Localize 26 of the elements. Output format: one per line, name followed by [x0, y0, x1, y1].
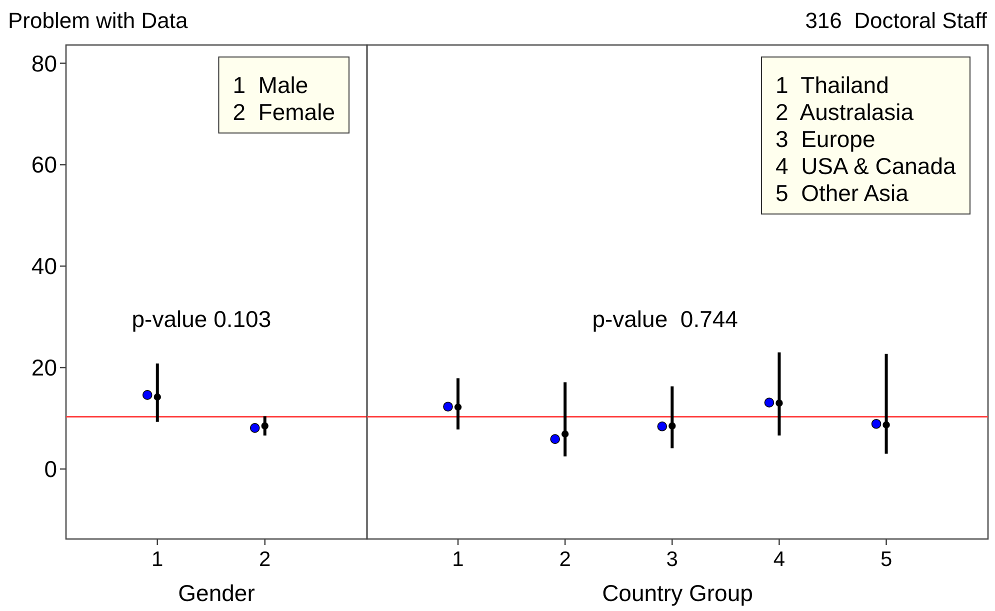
annotation: 5 Other Asia [776, 180, 909, 206]
x-tick-label: 5 [880, 548, 892, 571]
x-tick-label: 2 [259, 548, 271, 571]
annotation: 2 Australasia [776, 99, 914, 125]
x-axis-title: Gender [178, 580, 256, 606]
chart-title: 316 Doctoral Staff [805, 8, 988, 33]
y-tick-label: 0 [44, 456, 57, 482]
y-tick-label: 40 [31, 253, 57, 280]
chart-title: Problem with Data [8, 8, 189, 33]
y-tick-label: 20 [31, 354, 57, 381]
x-tick-label: 3 [666, 548, 678, 571]
key-box: 1 Male 2 Female [218, 56, 350, 134]
x-tick-label: 1 [452, 548, 464, 571]
annotation: 1 Thailand [776, 72, 889, 98]
annotation: p-value 0.744 [592, 306, 738, 332]
x-axis-title: Country Group [602, 580, 753, 606]
annotation: 3 Europe [776, 126, 876, 152]
annotation: p-value 0.103 [132, 306, 272, 332]
y-tick-label: 60 [31, 152, 57, 178]
x-tick-label: 4 [773, 548, 786, 571]
annotation: 4 USA & Canada [776, 153, 956, 179]
x-tick-label: 1 [152, 548, 164, 571]
annotation: 2 Female [232, 99, 335, 125]
x-tick-label: 2 [559, 548, 571, 571]
y-tick-label: 80 [31, 50, 57, 76]
annotation: 1 Male [232, 72, 308, 98]
